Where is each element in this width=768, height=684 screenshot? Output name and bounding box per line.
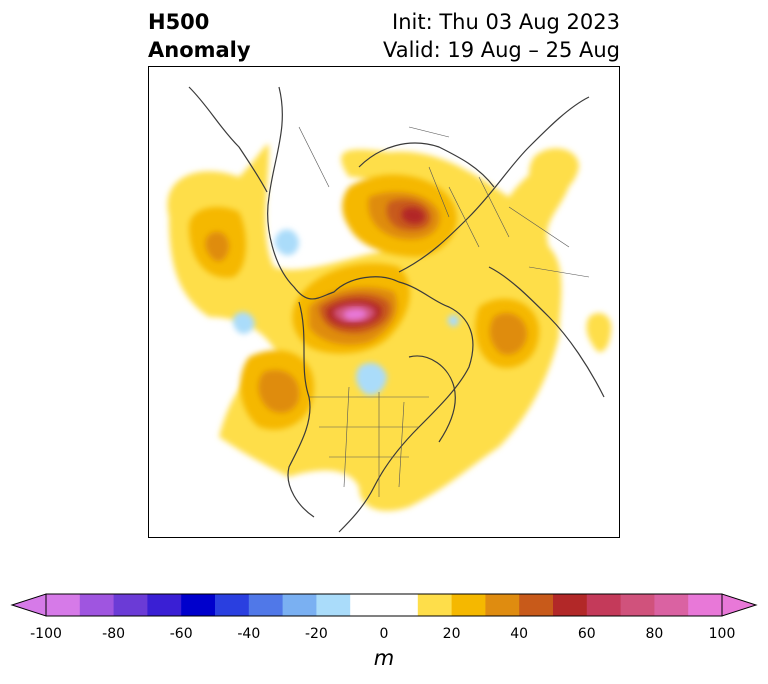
colorbar-segment <box>417 594 453 616</box>
colorbar-unit-label: m <box>373 646 395 670</box>
colorbar-segment <box>248 594 284 616</box>
colorbar-segment <box>147 594 182 616</box>
colorbar-tick-label: -20 <box>304 626 328 642</box>
colorbar-tick-label: 0 <box>379 626 389 642</box>
colorbar-segment <box>316 594 351 616</box>
title-right: Init: Thu 03 Aug 2023 Valid: 19 Aug – 25… <box>383 8 620 64</box>
anomaly-fill-neg10 <box>232 229 459 396</box>
country-borders <box>298 126 590 497</box>
title-variable: H500 <box>148 10 210 34</box>
colorbar <box>10 593 758 617</box>
anomaly-map <box>167 86 612 533</box>
colorbar-tick-label: 80 <box>645 626 664 642</box>
colorbar-segment <box>215 594 250 616</box>
map-frame <box>148 66 620 538</box>
colorbar-border <box>45 593 723 617</box>
colorbar-tick-label: -80 <box>102 626 126 642</box>
title-field: Anomaly <box>148 38 251 62</box>
colorbar-segment <box>181 594 216 616</box>
colorbar-extend-low <box>10 593 47 617</box>
colorbar-segment <box>688 594 723 616</box>
colorbar-tick-label: -100 <box>30 626 62 642</box>
colorbar-segment <box>282 594 317 616</box>
valid-period: Valid: 19 Aug – 25 Aug <box>382 38 620 62</box>
colorbar-segment <box>79 594 115 616</box>
colorbar-segment <box>519 594 554 616</box>
colorbar-extend-high <box>721 593 758 617</box>
colorbar-segment <box>586 594 622 616</box>
colorbar-segment <box>620 594 655 616</box>
colorbar-tick-label: 60 <box>577 626 596 642</box>
colorbar-tick-label: -40 <box>237 626 261 642</box>
colorbar-segment <box>384 594 419 616</box>
colorbar-segment <box>113 594 148 616</box>
colorbar-segment <box>451 594 486 616</box>
colorbar-tick-label: 20 <box>442 626 461 642</box>
title-left: H500 Anomaly <box>148 8 251 64</box>
init-time: Init: Thu 03 Aug 2023 <box>392 10 620 34</box>
anomaly-fill-70 <box>343 308 367 320</box>
colorbar-tick-label: 100 <box>708 626 736 642</box>
colorbar-tick-label: -60 <box>169 626 193 642</box>
colorbar-segment <box>654 594 689 616</box>
colorbar-segment <box>485 594 520 616</box>
colorbar-segment <box>350 594 385 616</box>
colorbar-tick-label: 40 <box>510 626 529 642</box>
coastlines <box>188 86 605 533</box>
colorbar-segment <box>46 594 81 616</box>
colorbar-segment <box>553 594 588 616</box>
